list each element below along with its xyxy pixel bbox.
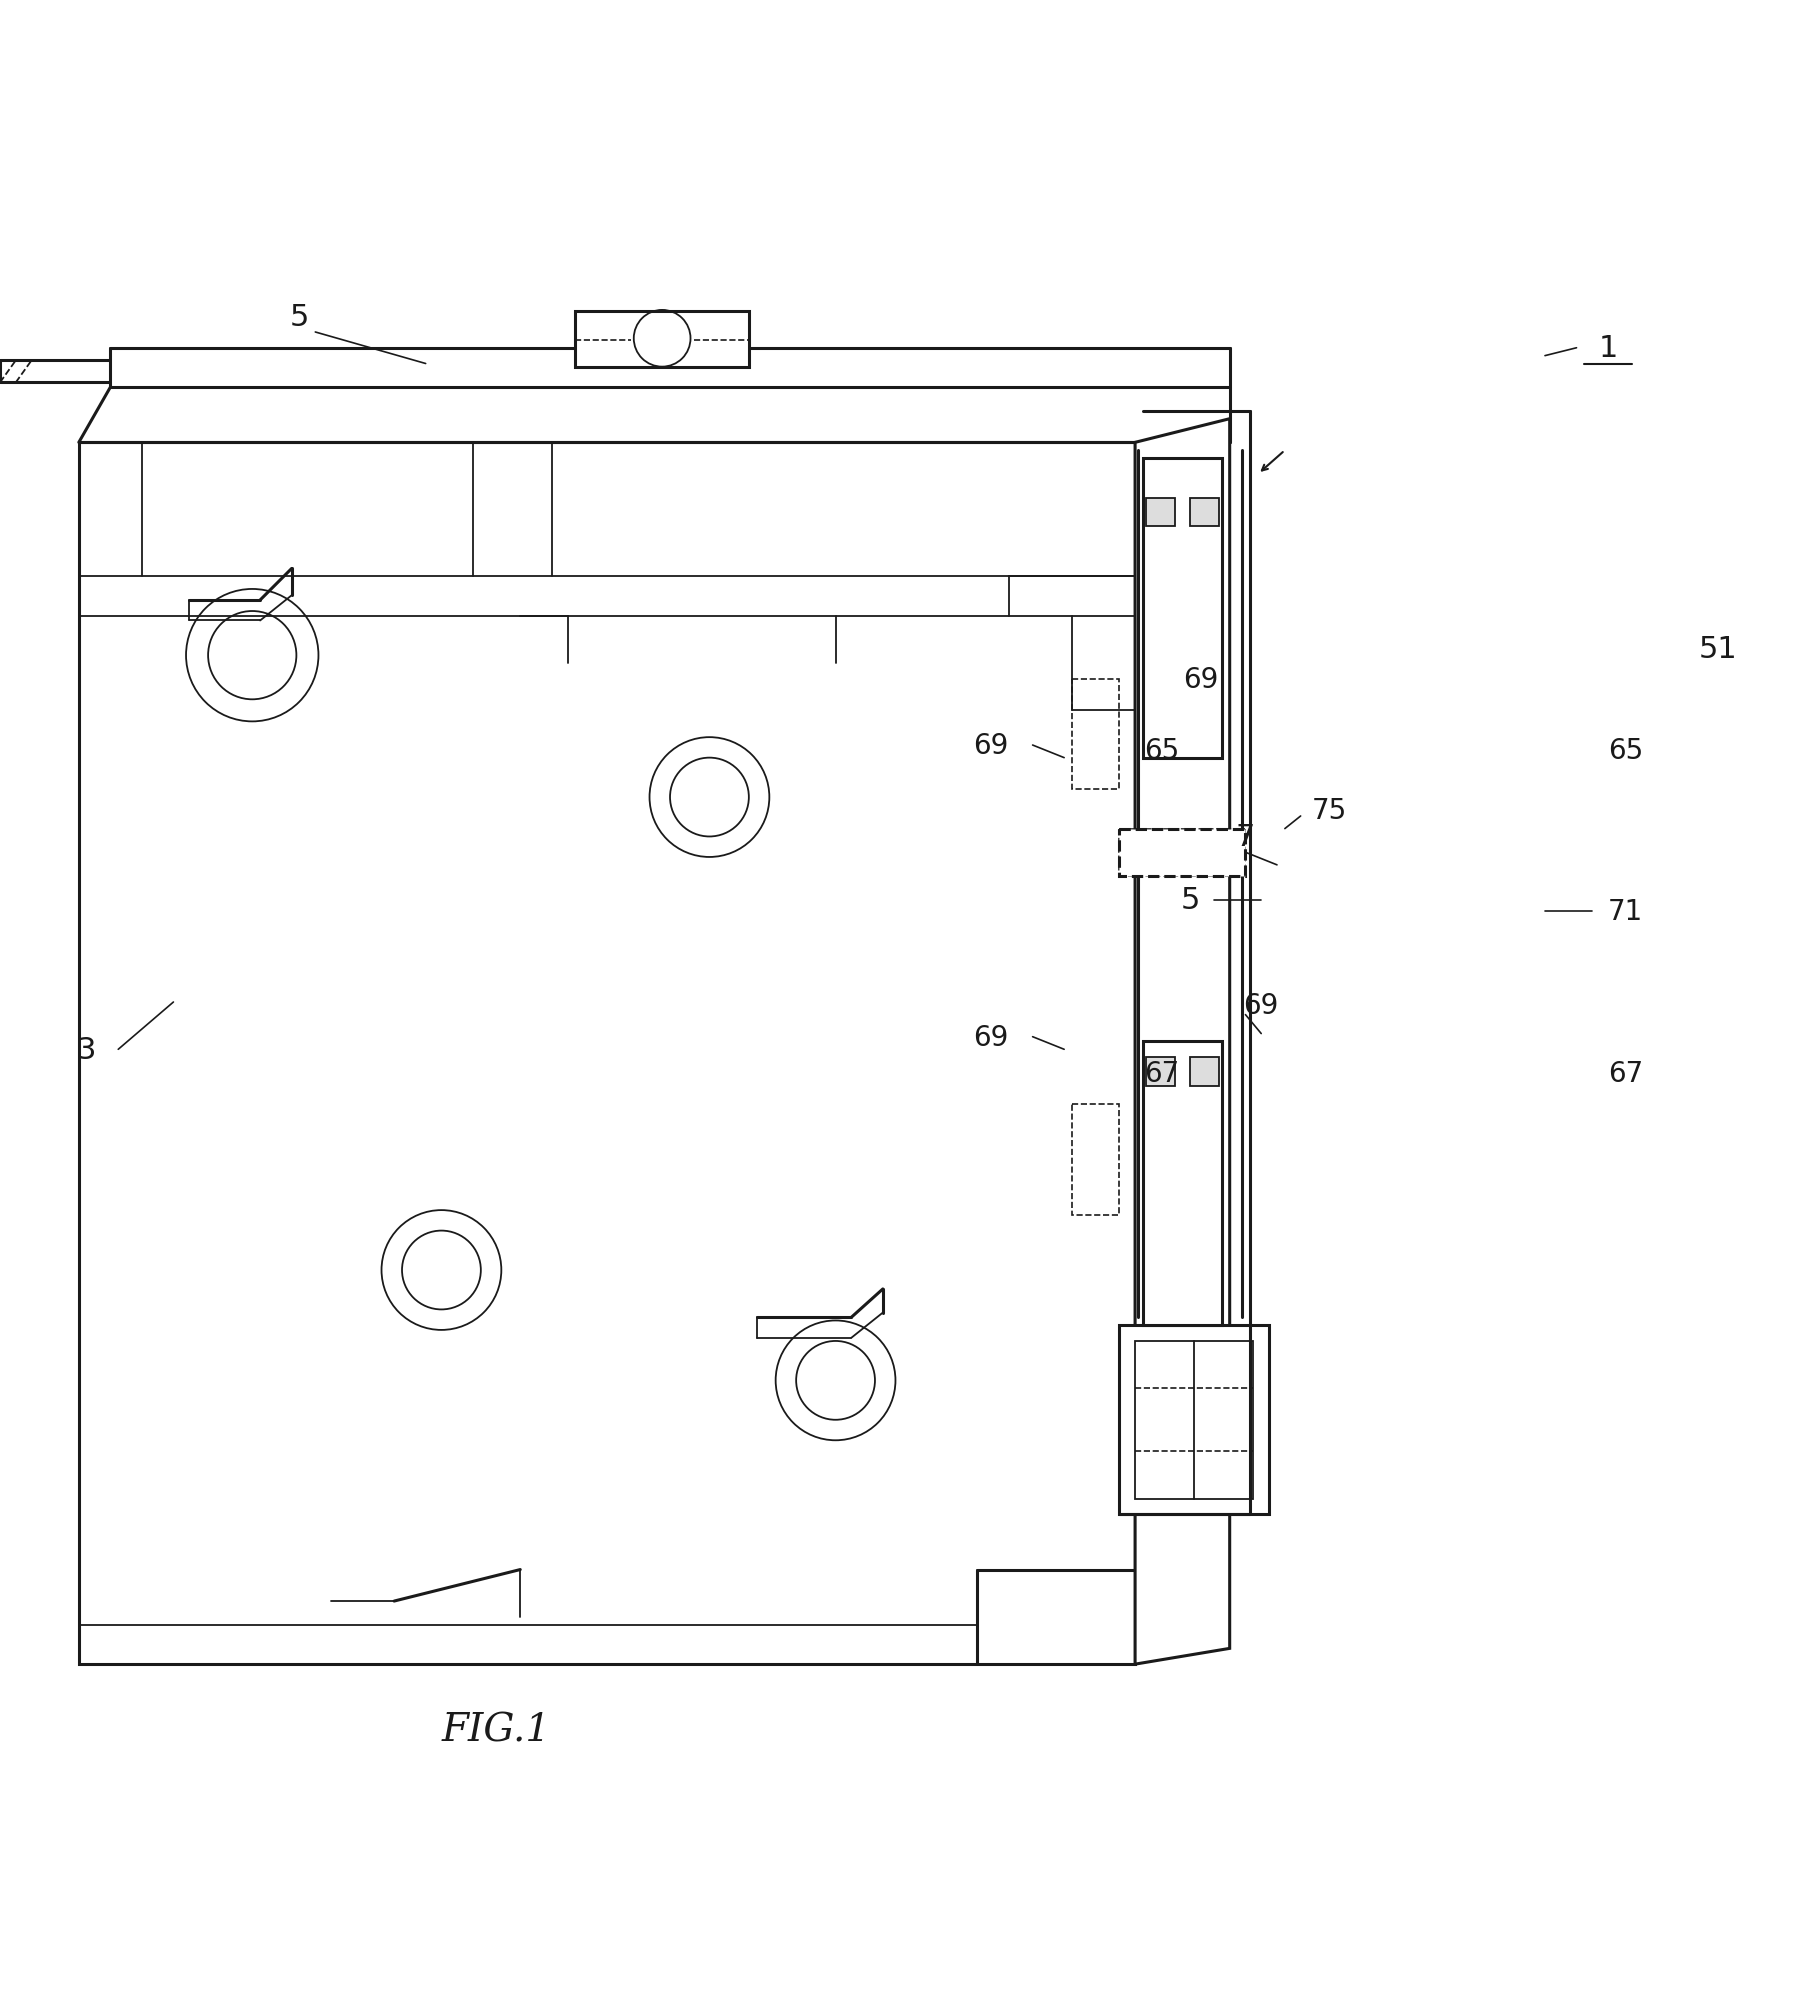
Text: 67: 67	[1144, 1059, 1178, 1087]
Text: 65: 65	[1608, 736, 1643, 764]
Text: 1: 1	[1599, 335, 1617, 363]
Polygon shape	[78, 443, 1135, 1664]
Text: 69: 69	[1184, 666, 1218, 694]
Text: 7: 7	[1236, 822, 1255, 852]
Text: 65: 65	[1144, 736, 1178, 764]
Polygon shape	[1135, 419, 1229, 1664]
Polygon shape	[1191, 1059, 1218, 1087]
Polygon shape	[1191, 499, 1218, 527]
Polygon shape	[1146, 1059, 1175, 1087]
Text: 51: 51	[1699, 636, 1739, 664]
Polygon shape	[1142, 459, 1222, 758]
Text: 75: 75	[1311, 796, 1347, 824]
Text: 67: 67	[1608, 1059, 1643, 1087]
Text: 71: 71	[1608, 896, 1643, 924]
Polygon shape	[1146, 499, 1175, 527]
Text: 3: 3	[76, 1035, 96, 1065]
Text: 69: 69	[1244, 992, 1278, 1021]
Text: FIG.1: FIG.1	[442, 1712, 551, 1748]
Polygon shape	[1119, 1325, 1269, 1514]
Text: 69: 69	[974, 732, 1010, 760]
Text: 5: 5	[1180, 886, 1200, 914]
Polygon shape	[1142, 1043, 1222, 1325]
Text: 5: 5	[290, 303, 310, 331]
Polygon shape	[575, 313, 749, 367]
Polygon shape	[1119, 830, 1246, 876]
Text: 69: 69	[974, 1023, 1010, 1051]
